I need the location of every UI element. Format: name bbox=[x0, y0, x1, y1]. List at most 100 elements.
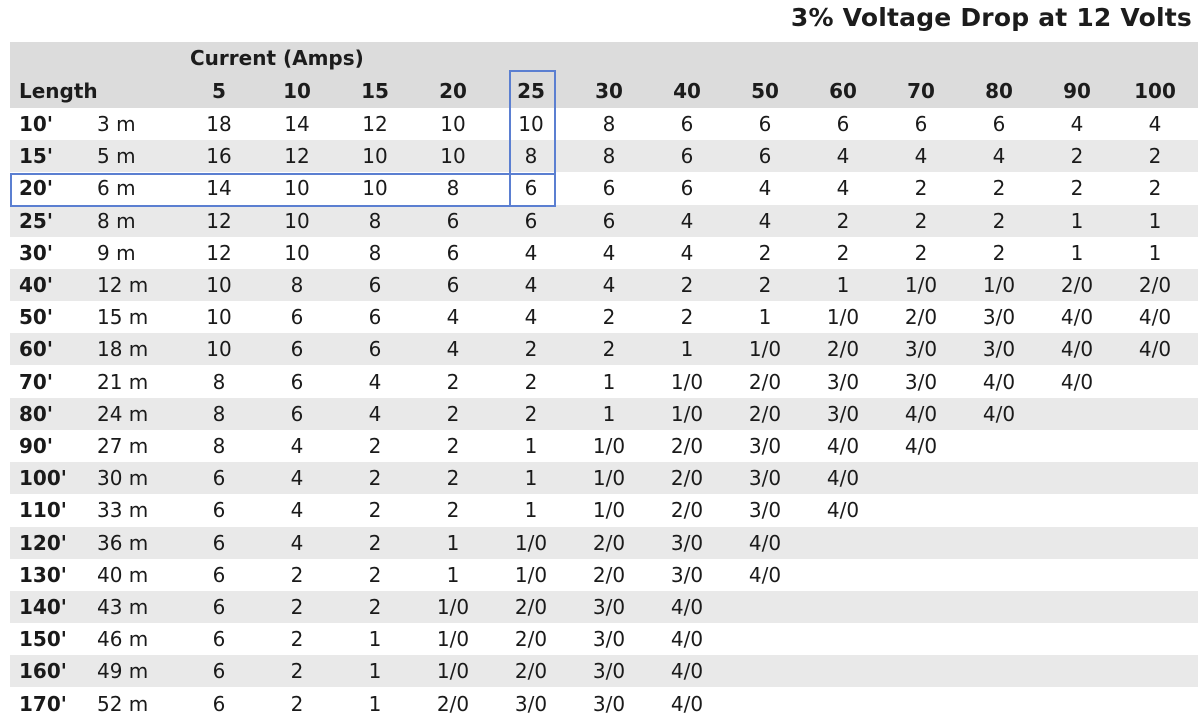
gauge-cell: 2 bbox=[758, 240, 772, 265]
gauge-cell: 2 bbox=[602, 305, 616, 330]
length-feet-cell: 60' bbox=[19, 337, 53, 362]
gauge-cell: 12 bbox=[206, 208, 232, 233]
gauge-cell: 6 bbox=[212, 498, 226, 523]
gauge-cell: 2/0 bbox=[670, 498, 704, 523]
gauge-cell: 6 bbox=[368, 305, 382, 330]
gauge-cell: 1/0 bbox=[436, 627, 470, 652]
gauge-cell: 6 bbox=[680, 144, 694, 169]
gauge-cell: 2 bbox=[290, 659, 304, 684]
gauge-cell: 4/0 bbox=[826, 434, 860, 458]
gauge-cell bbox=[964, 494, 1034, 526]
gauge-cell: 4 bbox=[524, 240, 538, 265]
table-row: 150' 46 m 6 2 1 1/0 2/0 3/0 4/0 bbox=[10, 623, 1198, 655]
gauge-cell: 2/0 bbox=[904, 305, 938, 330]
length-feet-cell: 40' bbox=[19, 273, 53, 297]
gauge-cell: 6 bbox=[290, 305, 304, 330]
gauge-cell: 6 bbox=[212, 691, 226, 716]
gauge-cell: 3/0 bbox=[826, 401, 860, 426]
gauge-cell: 6 bbox=[680, 176, 694, 201]
gauge-cell bbox=[964, 527, 1034, 559]
gauge-cell: 14 bbox=[206, 176, 232, 201]
length-feet-cell: 30' bbox=[19, 240, 53, 265]
gauge-cell: 2 bbox=[368, 466, 382, 491]
length-meters-cell: 12 m bbox=[97, 273, 149, 297]
column-header-100-amps: 100 bbox=[1134, 79, 1176, 103]
column-header-90-amps: 90 bbox=[1063, 79, 1091, 103]
gauge-cell: 8 bbox=[446, 176, 460, 201]
gauge-cell: 4 bbox=[446, 337, 460, 362]
gauge-cell bbox=[886, 591, 956, 623]
gauge-cell: 6 bbox=[914, 112, 928, 136]
gauge-cell bbox=[964, 559, 1034, 591]
gauge-cell: 1 bbox=[1148, 208, 1162, 233]
gauge-cell: 8 bbox=[602, 112, 616, 136]
column-header-50-amps: 50 bbox=[751, 79, 779, 103]
gauge-cell: 2 bbox=[680, 273, 694, 297]
gauge-cell: 2 bbox=[524, 369, 538, 394]
gauge-cell: 2/0 bbox=[748, 401, 782, 426]
column-header-70-amps: 70 bbox=[907, 79, 935, 103]
gauge-cell bbox=[1042, 655, 1112, 687]
length-meters-cell: 46 m bbox=[97, 627, 149, 652]
gauge-cell: 4 bbox=[290, 466, 304, 491]
gauge-cell: 10 bbox=[284, 208, 310, 233]
gauge-cell: 1 bbox=[368, 627, 382, 652]
gauge-cell: 4/0 bbox=[748, 562, 782, 587]
gauge-cell: 6 bbox=[446, 240, 460, 265]
gauge-cell: 2 bbox=[446, 401, 460, 426]
table-row: 50' 15 m 10 6 6 4 4 2 2 1 1/0 2/0 3/0 4/0 4/0 bbox=[10, 301, 1198, 333]
gauge-cell: 2 bbox=[368, 434, 382, 458]
gauge-cell: 3/0 bbox=[826, 369, 860, 394]
gauge-cell: 16 bbox=[206, 144, 232, 169]
gauge-cell: 6 bbox=[446, 273, 460, 297]
gauge-cell bbox=[964, 591, 1034, 623]
length-meters-cell: 49 m bbox=[97, 659, 149, 684]
gauge-cell: 6 bbox=[446, 208, 460, 233]
gauge-cell bbox=[886, 494, 956, 526]
gauge-cell: 4/0 bbox=[1138, 337, 1172, 362]
gauge-cell bbox=[1120, 398, 1190, 430]
gauge-cell: 6 bbox=[290, 369, 304, 394]
gauge-cell: 2 bbox=[602, 337, 616, 362]
gauge-cell: 10 bbox=[362, 144, 388, 169]
table-row: 140' 43 m 6 2 2 1/0 2/0 3/0 4/0 bbox=[10, 591, 1198, 623]
gauge-cell: 14 bbox=[284, 112, 310, 136]
gauge-cell: 2/0 bbox=[592, 562, 626, 587]
gauge-cell: 2/0 bbox=[514, 627, 548, 652]
gauge-cell: 1 bbox=[602, 401, 616, 426]
length-meters-cell: 21 m bbox=[97, 369, 149, 394]
gauge-cell: 1/0 bbox=[592, 498, 626, 523]
gauge-cell: 4 bbox=[446, 305, 460, 330]
gauge-cell: 1 bbox=[446, 530, 460, 555]
gauge-cell: 4 bbox=[602, 240, 616, 265]
gauge-cell: 3/0 bbox=[592, 691, 626, 716]
table-row: 80' 24 m 8 6 4 2 2 1 1/0 2/0 3/0 4/0 4/0 bbox=[10, 397, 1198, 430]
length-feet-cell: 100' bbox=[19, 466, 67, 491]
gauge-cell: 8 bbox=[212, 369, 226, 394]
column-header-25-amps: 25 bbox=[517, 79, 545, 103]
gauge-cell: 2 bbox=[446, 498, 460, 523]
gauge-cell bbox=[1042, 591, 1112, 623]
gauge-cell: 1 bbox=[524, 434, 538, 458]
gauge-cell: 6 bbox=[758, 144, 772, 169]
length-meters-cell: 6 m bbox=[97, 176, 136, 201]
gauge-cell: 4/0 bbox=[1060, 305, 1094, 330]
gauge-cell: 10 bbox=[284, 176, 310, 201]
gauge-cell: 3/0 bbox=[514, 691, 548, 716]
table-row: 30' 9 m 12 10 8 6 4 4 4 2 2 2 2 1 1 bbox=[10, 237, 1198, 269]
gauge-cell: 6 bbox=[212, 562, 226, 587]
gauge-cell: 4 bbox=[680, 240, 694, 265]
length-feet-cell: 10' bbox=[19, 112, 53, 136]
gauge-cell: 2 bbox=[368, 562, 382, 587]
gauge-cell: 4 bbox=[836, 144, 850, 169]
gauge-cell: 3/0 bbox=[982, 305, 1016, 330]
table-row: 120' 36 m 6 4 2 1 1/0 2/0 3/0 4/0 bbox=[10, 526, 1198, 559]
column-header-5-amps: 5 bbox=[212, 79, 226, 103]
gauge-cell: 8 bbox=[290, 273, 304, 297]
gauge-cell: 10 bbox=[206, 337, 232, 362]
length-feet-cell: 160' bbox=[19, 659, 67, 684]
length-meters-cell: 52 m bbox=[97, 691, 149, 716]
gauge-cell bbox=[1120, 366, 1190, 398]
gauge-cell: 6 bbox=[602, 176, 616, 201]
gauge-cell: 4/0 bbox=[670, 659, 704, 684]
